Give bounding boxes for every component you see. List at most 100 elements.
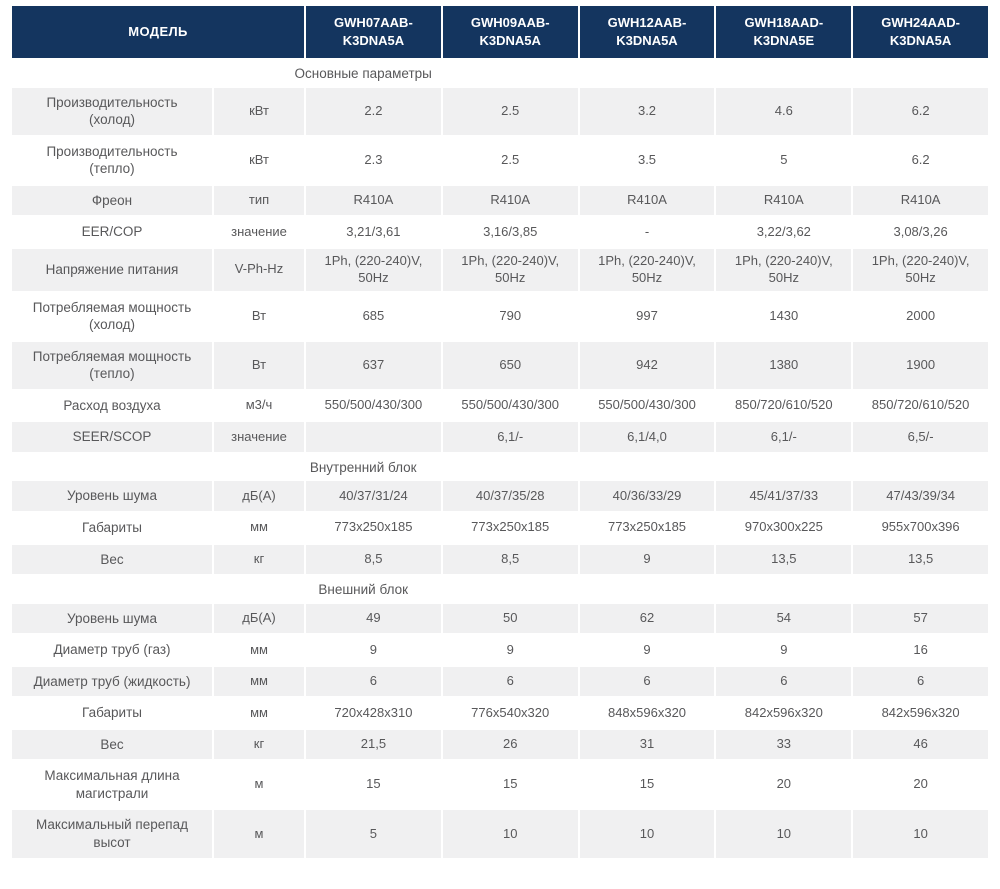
value-cell: 47/43/39/34 <box>853 481 988 511</box>
table-row: Расход воздуха м3/ч 550/500/430/300 550/500… <box>12 391 988 421</box>
param-name-cell: Уровень шума <box>12 603 212 634</box>
value-cell: 3.5 <box>637 151 657 167</box>
table-row: Габариты мм 773x250x185 773x250x185 773x250x… <box>12 513 988 543</box>
param-name-cell: Производительность (холод) <box>12 87 212 135</box>
value-cell: 1430 <box>769 307 799 323</box>
value-cell: 15 <box>502 776 518 792</box>
value-cell: R410A <box>853 185 988 216</box>
unit-cell: тип <box>214 185 305 216</box>
value-cell: R410A <box>306 185 441 216</box>
table-row: Уровень шума дБ(А) 40/37/31/24 40/37/35/28 4… <box>12 481 988 511</box>
value-cell: 842x596x320 <box>881 704 960 720</box>
value-cell: 1Ph, (220-240)V, 50Hz <box>442 248 578 291</box>
param-name-cell: Диаметр труб (жидкость) <box>12 666 212 697</box>
param-name-cell: Напряжение питания <box>12 248 212 291</box>
value-cell: 773x250x185 <box>607 519 687 535</box>
table-row: Потребляемая мощность (тепло) Вт 637 650 942… <box>12 341 988 389</box>
table-row: Максимальный перепад высот м 5 10 10 10 10 <box>12 810 988 858</box>
value-cell: 5 <box>306 810 441 858</box>
value-cell: 10 <box>853 810 988 858</box>
section-title-row: Основные параметры <box>12 60 988 86</box>
value-cell: 16 <box>913 641 928 657</box>
model-header: GWH18AAD-K3DNA5E <box>716 6 852 58</box>
table-row: SEER/SCOP значение 6,1/- 6,1/4,0 6,1/- 6,5/- <box>12 422 988 452</box>
table-row: Максимальная длина магистрали м 15 15 15 20 20 <box>12 761 988 808</box>
table-row: Вес кг 8,5 8,5 9 13,5 13,5 <box>12 544 988 575</box>
param-name-cell: Потребляемая мощность (тепло) <box>12 341 212 389</box>
value-cell: 2.3 <box>364 151 383 167</box>
section-title-row: Внешний блок <box>12 576 988 602</box>
value-cell: 6 <box>306 666 441 697</box>
value-cell: 4.6 <box>716 87 852 135</box>
value-cell: R410A <box>442 185 578 216</box>
param-name-cell: Габариты <box>82 705 142 721</box>
value-cell: 685 <box>362 307 385 323</box>
section-title: Внутренний блок <box>12 453 715 480</box>
spec-table: МОДЕЛЬ GWH07AAB-K3DNA5A GWH09AAB-K3DNA5A G… <box>10 4 990 860</box>
value-cell <box>306 422 441 452</box>
section-title-spacer <box>716 453 988 480</box>
param-name-cell: Габариты <box>82 519 142 535</box>
value-cell: 9 <box>506 641 514 657</box>
model-header: GWH24AAD-K3DNA5A <box>853 6 988 58</box>
value-cell: 6 <box>716 666 852 697</box>
unit-cell: дБ(А) <box>214 481 305 511</box>
value-cell: 790 <box>499 307 522 323</box>
value-cell: 848x596x320 <box>607 704 687 720</box>
param-name-cell: Потребляемая мощность (холод) <box>32 299 192 333</box>
value-cell: 1900 <box>853 341 988 389</box>
value-cell: 1Ph, (220-240)V, 50Hz <box>853 248 988 291</box>
page: МОДЕЛЬ GWH07AAB-K3DNA5A GWH09AAB-K3DNA5A G… <box>10 4 990 860</box>
section-title: Внешний блок <box>12 576 715 602</box>
table-row: Производительность (тепло) кВт 2.3 2.5 3.5 5 6… <box>12 137 988 184</box>
table-header-row: МОДЕЛЬ GWH07AAB-K3DNA5A GWH09AAB-K3DNA5A G… <box>12 6 988 58</box>
table-body: Основные параметры Производительность (хо… <box>12 60 988 858</box>
value-cell: 57 <box>853 603 988 634</box>
value-cell: 1380 <box>716 341 852 389</box>
value-cell: 9 <box>643 641 651 657</box>
value-cell: 2.2 <box>306 87 441 135</box>
unit-cell: мм <box>250 704 268 720</box>
param-name-cell: Производительность (тепло) <box>46 143 178 177</box>
unit-cell: V-Ph-Hz <box>214 248 305 291</box>
value-cell: 6 <box>442 666 578 697</box>
value-cell: 10 <box>716 810 852 858</box>
value-cell: 40/37/35/28 <box>442 481 578 511</box>
unit-cell: Вт <box>214 341 305 389</box>
value-cell: 3.2 <box>579 87 715 135</box>
unit-cell: значение <box>231 223 287 239</box>
model-header: GWH12AAB-K3DNA5A <box>579 6 715 58</box>
table-row: Диаметр труб (газ) мм 9 9 9 9 16 <box>12 635 988 665</box>
value-cell: 550/500/430/300 <box>324 397 423 413</box>
value-cell: 6,5/- <box>853 422 988 452</box>
value-cell: 33 <box>716 729 852 760</box>
value-cell: 2.5 <box>442 87 578 135</box>
table-row: Уровень шума дБ(А) 49 50 62 54 57 <box>12 603 988 634</box>
table-row: Вес кг 21,5 26 31 33 46 <box>12 729 988 760</box>
value-cell: 850/720/610/520 <box>735 397 833 413</box>
unit-cell: м <box>254 776 264 792</box>
section-title-spacer <box>716 576 988 602</box>
unit-cell: кг <box>214 544 305 575</box>
table-row: Фреон тип R410A R410A R410A R410A R410A <box>12 185 988 216</box>
value-cell: 3,21/3,61 <box>346 223 401 239</box>
section-title: Основные параметры <box>12 60 715 86</box>
value-cell: 54 <box>716 603 852 634</box>
value-cell: 6,1/- <box>716 422 852 452</box>
value-cell: 62 <box>579 603 715 634</box>
value-cell: 850/720/610/520 <box>871 397 970 413</box>
value-cell: 3,22/3,62 <box>756 223 811 239</box>
value-cell: 40/37/31/24 <box>306 481 441 511</box>
value-cell: 46 <box>853 729 988 760</box>
value-cell: 1Ph, (220-240)V, 50Hz <box>716 248 852 291</box>
value-cell: 2.5 <box>501 151 520 167</box>
unit-cell: м3/ч <box>245 397 273 413</box>
value-cell: 3,08/3,26 <box>893 223 948 239</box>
value-cell: 637 <box>306 341 441 389</box>
value-cell: 21,5 <box>306 729 441 760</box>
section-title-row: Внутренний блок <box>12 453 988 480</box>
value-cell: 550/500/430/300 <box>461 397 560 413</box>
value-cell: 8,5 <box>442 544 578 575</box>
model-column-header: МОДЕЛЬ <box>12 6 305 58</box>
model-header: GWH09AAB-K3DNA5A <box>442 6 578 58</box>
